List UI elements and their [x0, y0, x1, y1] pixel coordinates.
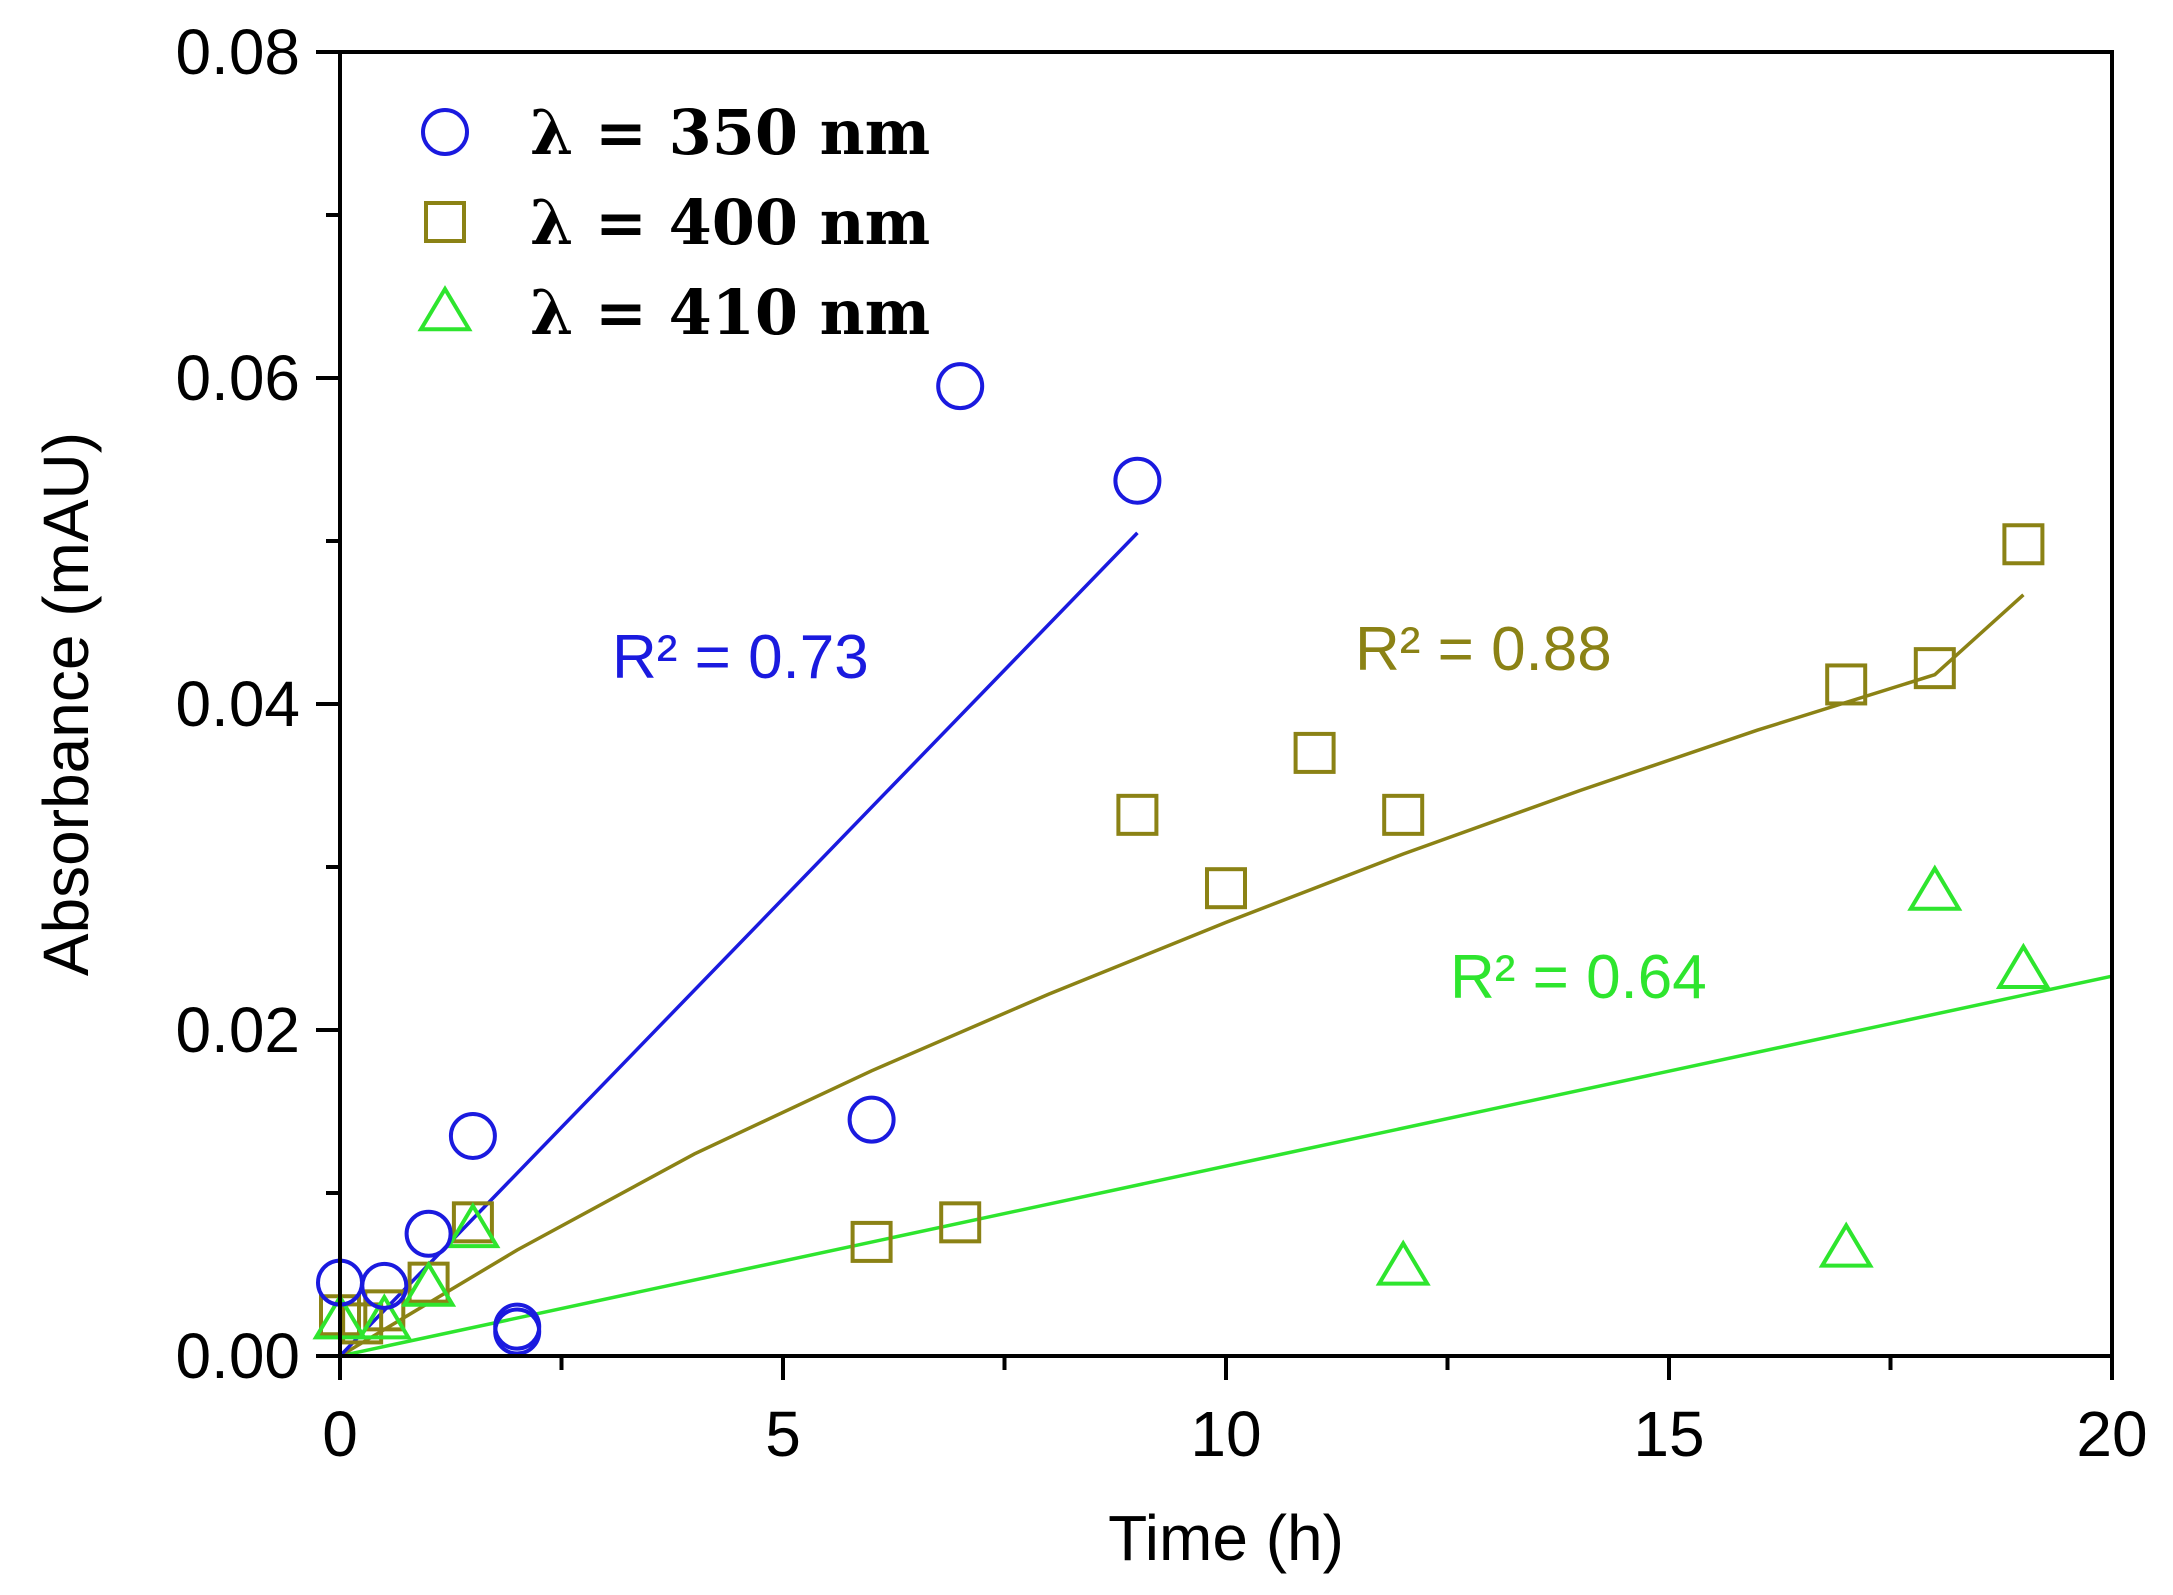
data-point-circle	[404, 1209, 453, 1258]
data-point-circle	[448, 1111, 497, 1160]
data-point-triangle	[1995, 942, 2051, 989]
data-point-circle	[936, 362, 985, 411]
r-squared-annotations: R² = 0.73 R² = 0.88 R² = 0.64	[612, 615, 1707, 1012]
x-tick-label: 10	[1190, 1398, 1261, 1470]
data-point-square	[2002, 523, 2045, 566]
data-point-square	[1382, 793, 1425, 836]
fit-line-triangle	[339, 974, 2113, 1358]
data-point-triangle	[1375, 1239, 1431, 1286]
data-point-circle	[493, 1307, 542, 1356]
y-tick-label: 0.00	[175, 1320, 300, 1392]
data-point-square	[1913, 647, 1956, 690]
y-tick-label: 0.06	[175, 342, 300, 414]
r-squared-label: R² = 0.73	[612, 623, 869, 692]
data-point-square	[850, 1220, 893, 1263]
fit-lines	[338, 531, 2113, 1358]
data-point-square	[1293, 731, 1336, 774]
legend-marker-square	[424, 201, 466, 243]
data-points	[312, 362, 2051, 1356]
y-tick-label: 0.08	[175, 16, 300, 88]
x-tick-label: 5	[765, 1398, 801, 1470]
data-point-circle	[847, 1095, 896, 1144]
data-point-square	[1825, 663, 1868, 706]
data-point-triangle	[1818, 1221, 1874, 1268]
data-point-circle	[1113, 456, 1162, 505]
legend-label: λ = 350 nm	[530, 96, 930, 169]
y-tick-label: 0.02	[175, 994, 300, 1066]
data-point-triangle	[1907, 864, 1963, 911]
x-axis-title: Time (h)	[1108, 1502, 1344, 1574]
data-point-square	[1116, 793, 1159, 836]
x-tick-label: 20	[2076, 1398, 2147, 1470]
y-axis-title: Absorbance (mAU)	[30, 432, 102, 976]
x-tick-label: 15	[1633, 1398, 1704, 1470]
r-squared-label: R² = 0.88	[1355, 615, 1612, 684]
legend: λ = 350 nm λ = 400 nm λ = 410 nm	[417, 96, 930, 349]
fit-line-circle	[338, 531, 1139, 1358]
legend-marker-triangle	[417, 285, 473, 332]
x-tick-label: 0	[322, 1398, 358, 1470]
y-tick-label: 0.04	[175, 668, 300, 740]
fit-line-square	[339, 593, 2025, 1358]
data-point-circle	[360, 1261, 409, 1310]
data-point-triangle	[445, 1201, 501, 1249]
data-point-triangle	[356, 1293, 412, 1340]
data-point-square	[341, 1302, 384, 1345]
legend-label: λ = 400 nm	[530, 186, 930, 259]
data-point-square	[1205, 867, 1247, 910]
data-point-square	[363, 1289, 406, 1332]
legend-label: λ = 410 nm	[530, 276, 930, 349]
legend-marker-circle	[421, 108, 469, 156]
data-point-square	[939, 1201, 982, 1244]
data-point-triangle	[401, 1260, 457, 1307]
r-squared-label: R² = 0.64	[1450, 943, 1707, 1012]
axis-ticks: 0 5 10 15 20 0.00 0.02 0.04 0.06 0.08	[175, 16, 2147, 1470]
